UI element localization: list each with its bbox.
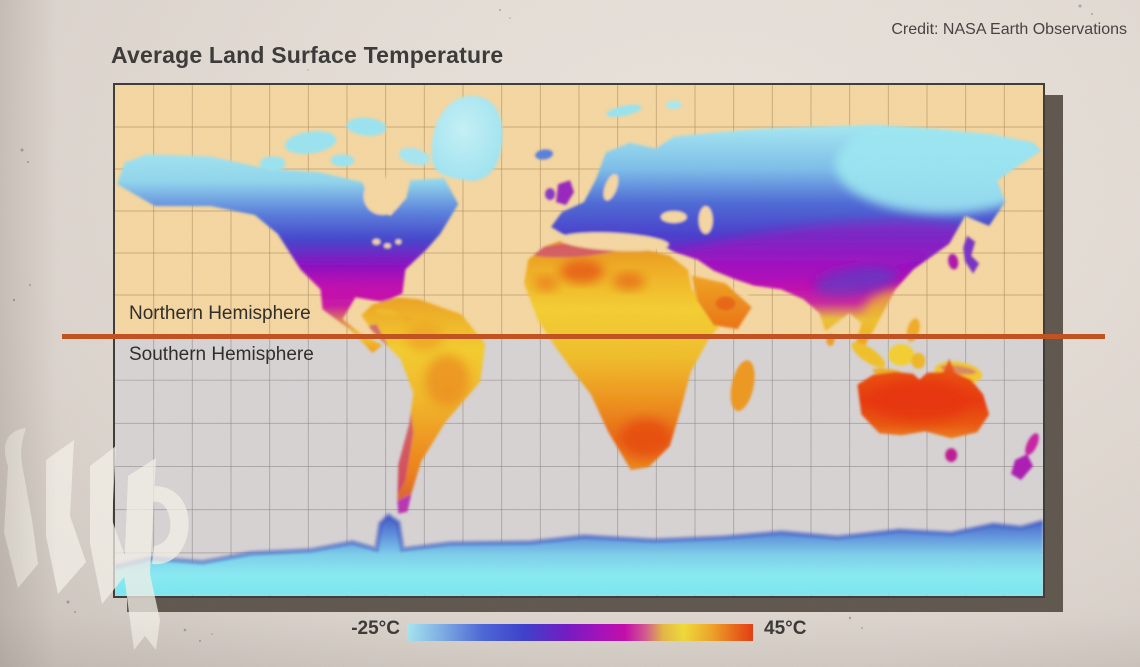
island-tasmania [945, 448, 958, 463]
map-canvas [115, 85, 1043, 596]
legend-min-label: -25°C [351, 618, 400, 639]
label-northern-hemisphere: Northern Hemisphere [129, 303, 311, 324]
washington-post-logo [4, 428, 189, 650]
page-title: Average Land Surface Temperature [111, 42, 504, 68]
credit-text: Credit: NASA Earth Observations [891, 21, 1127, 38]
label-southern-hemisphere: Southern Hemisphere [129, 344, 314, 365]
legend-gradient-bar [407, 624, 753, 641]
legend-max-label: 45°C [764, 618, 807, 639]
equator-line [62, 334, 1105, 339]
world-temperature-map [113, 83, 1045, 598]
